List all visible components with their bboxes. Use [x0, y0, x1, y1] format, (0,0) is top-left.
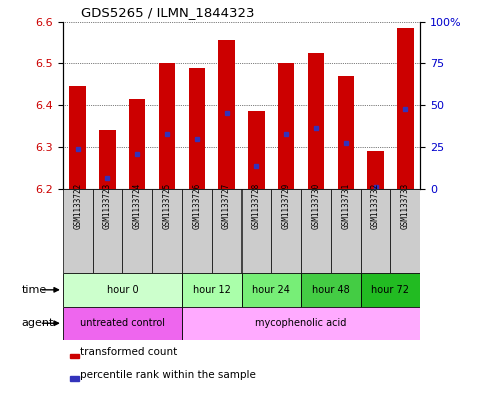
Text: GSM1133727: GSM1133727 — [222, 183, 231, 229]
Bar — [242, 189, 271, 273]
Text: GSM1133728: GSM1133728 — [252, 183, 261, 229]
Text: GSM1133726: GSM1133726 — [192, 183, 201, 229]
Bar — [189, 68, 205, 189]
Bar — [70, 376, 79, 380]
Text: GSM1133732: GSM1133732 — [371, 183, 380, 229]
Bar — [242, 273, 301, 307]
Text: GSM1133730: GSM1133730 — [312, 183, 320, 229]
Text: hour 0: hour 0 — [107, 285, 138, 295]
Bar — [308, 53, 324, 189]
Text: transformed count: transformed count — [80, 347, 178, 357]
Text: GSM1133725: GSM1133725 — [163, 183, 171, 229]
Text: mycophenolic acid: mycophenolic acid — [256, 318, 347, 328]
Bar — [248, 111, 265, 189]
Text: GSM1133722: GSM1133722 — [73, 183, 82, 229]
Bar — [63, 307, 182, 340]
Bar — [63, 189, 93, 273]
Text: agent: agent — [22, 318, 54, 328]
Bar — [99, 130, 115, 189]
Bar — [182, 273, 242, 307]
Bar — [152, 189, 182, 273]
Bar — [368, 151, 384, 189]
Bar — [182, 307, 420, 340]
Bar — [338, 76, 354, 189]
Text: GSM1133724: GSM1133724 — [133, 183, 142, 229]
Text: percentile rank within the sample: percentile rank within the sample — [80, 370, 256, 380]
Text: hour 24: hour 24 — [252, 285, 290, 295]
Bar — [70, 354, 79, 358]
Bar — [70, 86, 86, 189]
Bar — [93, 189, 122, 273]
Bar — [63, 273, 182, 307]
Text: GSM1133731: GSM1133731 — [341, 183, 350, 229]
Text: hour 72: hour 72 — [371, 285, 410, 295]
Bar — [361, 189, 390, 273]
Bar — [218, 40, 235, 189]
Bar — [129, 99, 145, 189]
Bar — [390, 189, 420, 273]
Bar — [301, 273, 361, 307]
Text: GSM1133733: GSM1133733 — [401, 183, 410, 229]
Text: time: time — [22, 285, 47, 295]
Bar — [122, 189, 152, 273]
Text: untreated control: untreated control — [80, 318, 165, 328]
Text: GSM1133729: GSM1133729 — [282, 183, 291, 229]
Bar — [361, 273, 420, 307]
Bar — [278, 63, 294, 189]
Bar — [397, 28, 413, 189]
Text: hour 12: hour 12 — [193, 285, 231, 295]
Bar — [182, 189, 212, 273]
Bar — [159, 63, 175, 189]
Bar — [301, 189, 331, 273]
Text: hour 48: hour 48 — [312, 285, 350, 295]
Text: GSM1133723: GSM1133723 — [103, 183, 112, 229]
Text: GDS5265 / ILMN_1844323: GDS5265 / ILMN_1844323 — [81, 6, 254, 19]
Bar — [331, 189, 361, 273]
Bar — [271, 189, 301, 273]
Bar — [212, 189, 242, 273]
